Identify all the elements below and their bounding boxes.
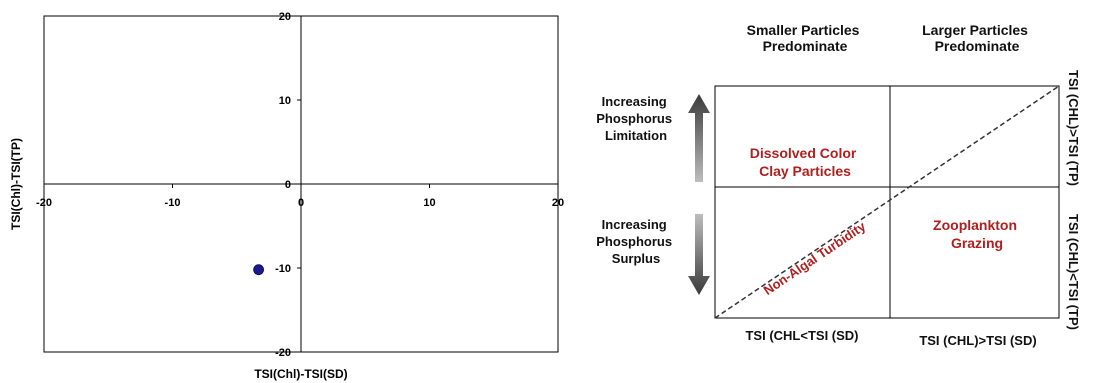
quadrant-label-zooplankton: Zooplankton Grazing xyxy=(933,217,1021,251)
arrow-up-icon xyxy=(688,94,710,182)
bottom-label-right: TSI (CHL)>TSI (SD) xyxy=(919,333,1036,348)
y-tick-label: 20 xyxy=(279,11,291,23)
column-header-larger: Larger Particles Predominate xyxy=(922,22,1032,54)
x-tick-label: -10 xyxy=(165,197,181,209)
data-point xyxy=(253,264,264,276)
tsi-scatter-chart: -20 -10 0 10 20 20 10 0 -10 -20 TSI(Chl)-TSI(SD)… xyxy=(9,11,564,381)
data-points xyxy=(253,264,264,276)
left-label-surplus: Increasing Phosphorus Surplus xyxy=(596,217,675,266)
arrow-down-icon xyxy=(688,214,710,295)
left-label-limitation: Increasing Phosphorus Limitation xyxy=(596,94,675,143)
column-header-smaller: Smaller Particles Predominate xyxy=(747,22,864,54)
x-tick-label: 0 xyxy=(298,197,304,209)
tsi-interpretation-diagram: Smaller Particles Predominate Larger Par… xyxy=(596,22,1081,348)
x-tick-label: 20 xyxy=(552,197,564,209)
right-label-lower: TSI (CHL)<TSI (TP) xyxy=(1066,214,1081,330)
x-axis-label: TSI(Chl)-TSI(SD) xyxy=(254,367,347,381)
bottom-label-left: TSI (CHL<TSI (SD) xyxy=(745,328,858,343)
y-axis-ticks: 20 10 0 -10 -20 xyxy=(275,11,301,359)
right-label-upper: TSI (CHL)>TSI (TP) xyxy=(1066,70,1081,186)
y-tick-label: -10 xyxy=(275,263,291,275)
x-tick-label: 10 xyxy=(423,197,435,209)
y-tick-label: 10 xyxy=(279,95,291,107)
y-tick-label: 0 xyxy=(285,179,291,191)
quadrant-label-dissolved-color: Dissolved Color Clay Particles xyxy=(750,145,860,179)
y-axis-label: TSI(Chl)-TSI(TP) xyxy=(9,138,23,230)
x-tick-label: -20 xyxy=(36,197,52,209)
y-tick-label: -20 xyxy=(275,347,291,359)
x-axis-ticks: -20 -10 0 10 20 xyxy=(36,184,564,209)
diagonal-dashed-line xyxy=(714,85,1060,319)
